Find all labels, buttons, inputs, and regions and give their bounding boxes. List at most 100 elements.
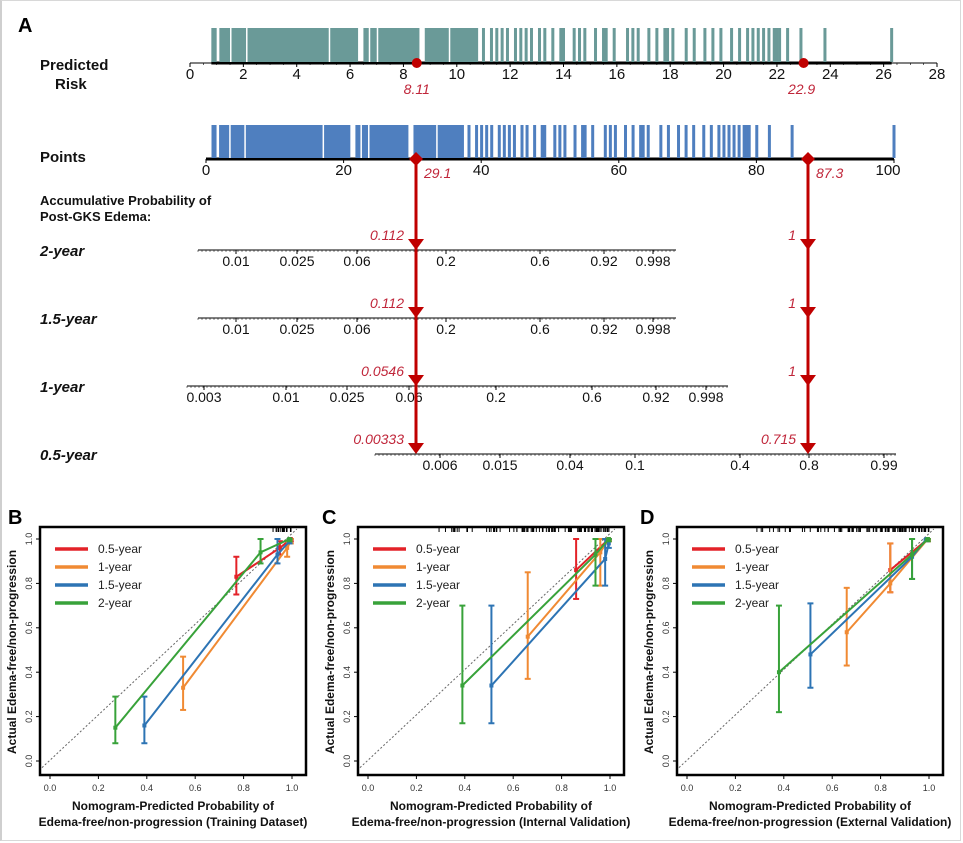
- x-tick-label: 0.2: [410, 783, 423, 793]
- prob-arrowhead: [800, 443, 816, 454]
- x-axis-label-line2: Edema-free/non-progression (Training Dat…: [39, 815, 308, 829]
- points-rug-line: [659, 125, 662, 158]
- points-rug-line: [558, 125, 561, 158]
- risk-rug-block: [425, 28, 478, 62]
- points-rug-line: [667, 125, 670, 158]
- risk-tick-label: 24: [822, 66, 839, 83]
- y-tick-label: 0.4: [342, 666, 352, 679]
- risk-rug-line: [773, 28, 776, 62]
- risk-rug-line: [631, 28, 634, 62]
- x-axis-label-line2: Edema-free/non-progression (Internal Val…: [352, 815, 631, 829]
- x-tick-label: 0.6: [507, 783, 520, 793]
- risk-rug-line: [655, 28, 658, 62]
- points-rug-line: [533, 125, 536, 158]
- legend-label: 2-year: [735, 596, 769, 610]
- y-axis-label: Actual Edema-free/non-progression: [323, 550, 337, 754]
- risk-rug-line: [637, 28, 640, 62]
- points-tick-label: 100: [875, 162, 900, 179]
- row-label-predicted-risk-2: Risk: [55, 76, 87, 93]
- risk-rug-line: [538, 28, 541, 62]
- risk-rug-line: [519, 28, 522, 62]
- row-label-0-5-year: 0.5-year: [40, 447, 98, 464]
- risk-tick-label: 16: [609, 66, 626, 83]
- prob-tick-label: 0.006: [422, 457, 457, 473]
- y-tick-label: 0.2: [24, 710, 34, 723]
- data-point: [142, 723, 146, 727]
- prob-tick-label: 0.003: [186, 389, 221, 405]
- points-rug-line: [791, 125, 794, 158]
- y-axis-label: Actual Edema-free/non-progression: [5, 550, 19, 754]
- risk-rug-block: [363, 28, 419, 62]
- legend-label: 1.5-year: [735, 578, 779, 592]
- risk-tick-label: 6: [346, 66, 354, 83]
- prob-marker-label: 1: [788, 227, 796, 243]
- risk-rug-line: [786, 28, 789, 62]
- risk-tick-label: 14: [555, 66, 572, 83]
- legend-label: 1-year: [98, 560, 132, 574]
- risk-rug-line: [738, 28, 741, 62]
- risk-rug-line: [602, 28, 605, 62]
- x-tick-label: 0.6: [189, 783, 202, 793]
- prob-tick-label: 0.025: [279, 321, 314, 337]
- risk-rug-line: [719, 28, 722, 62]
- data-point: [460, 684, 464, 688]
- prob-tick-label: 0.1: [625, 457, 645, 473]
- risk-rug-line: [530, 28, 533, 62]
- prob-tick-label: 0.6: [530, 321, 550, 337]
- x-tick-label: 0.6: [826, 783, 839, 793]
- points-rug-line: [574, 125, 577, 158]
- x-tick-label: 0.4: [459, 783, 472, 793]
- points-rug-line: [728, 125, 731, 158]
- data-point: [288, 537, 292, 541]
- points-marker-label: 87.3: [816, 165, 843, 181]
- risk-rug-line: [583, 28, 586, 62]
- row-label-2-year: 2-year: [39, 243, 85, 260]
- prob-arrowhead: [800, 375, 816, 386]
- points-rug-gap: [368, 125, 370, 158]
- risk-rug-gap: [369, 28, 371, 62]
- data-point: [181, 686, 185, 690]
- series-line: [115, 539, 289, 728]
- y-tick-label: 0.0: [661, 755, 671, 768]
- points-rug-line: [632, 125, 635, 158]
- risk-rug-block: [211, 28, 216, 62]
- data-point: [845, 630, 849, 634]
- points-rug-line: [647, 125, 650, 158]
- points-rug-line: [521, 125, 524, 158]
- x-tick-label: 0.8: [237, 783, 250, 793]
- risk-tick-label: 2: [239, 66, 247, 83]
- risk-tick-label: 12: [502, 66, 519, 83]
- risk-rug-gap: [377, 28, 379, 62]
- points-rug-line: [642, 125, 645, 158]
- risk-rug-line: [663, 28, 666, 62]
- prob-tick-label: 0.6: [582, 389, 602, 405]
- prob-arrowhead: [408, 443, 424, 454]
- risk-rug-line: [703, 28, 706, 62]
- prob-tick-label: 0.01: [222, 321, 249, 337]
- y-tick-label: 0.6: [24, 622, 34, 635]
- risk-rug-line: [711, 28, 714, 62]
- data-point: [808, 652, 812, 656]
- risk-tick-label: 0: [186, 66, 194, 83]
- x-tick-label: 0.0: [44, 783, 57, 793]
- points-rug-line: [768, 125, 771, 158]
- legend-label: 1-year: [416, 560, 450, 574]
- points-rug-line: [624, 125, 627, 158]
- risk-rug-line: [501, 28, 504, 62]
- y-tick-label: 0.8: [24, 577, 34, 590]
- data-point: [259, 550, 263, 554]
- data-point: [603, 557, 607, 561]
- risk-rug-gap: [449, 28, 451, 62]
- risk-rug-line: [746, 28, 749, 62]
- prob-tick-label: 0.92: [590, 321, 617, 337]
- y-tick-label: 1.0: [661, 533, 671, 546]
- points-rug-line: [543, 125, 546, 158]
- points-rug-line: [526, 125, 529, 158]
- points-rug-line: [467, 125, 470, 158]
- points-rug-line: [513, 125, 516, 158]
- data-point: [113, 726, 117, 730]
- points-tick-label: 0: [202, 162, 210, 179]
- points-rug-line: [503, 125, 506, 158]
- risk-tick-label: 26: [875, 66, 892, 83]
- risk-rug-line: [559, 28, 562, 62]
